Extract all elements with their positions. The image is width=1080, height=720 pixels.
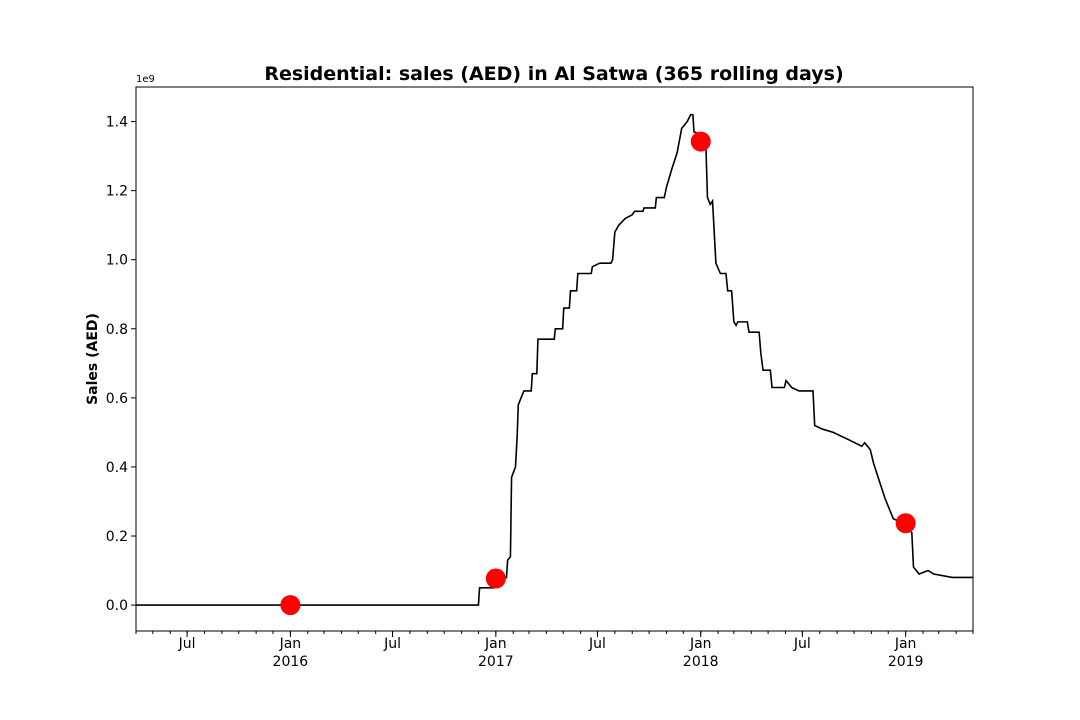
x-tick-label: Jul xyxy=(588,636,606,652)
x-tick-year-label: 2019 xyxy=(888,654,924,670)
y-axis-label: Sales (AED) xyxy=(85,313,101,405)
x-tick-label: Jan xyxy=(279,636,302,652)
plot-axes: 0.0 0.2 0.4 0.6 0.8 1.0 1.2 1.4 Jul Jan 2016 Jul Jan… xyxy=(106,115,974,670)
y-tick-label: 0.8 xyxy=(106,322,128,338)
highlight-point xyxy=(690,131,711,152)
y-tick-label: 0.4 xyxy=(106,460,128,476)
highlight-point xyxy=(280,595,301,616)
x-tick-label: Jan xyxy=(484,636,507,652)
x-tick-year-label: 2017 xyxy=(478,654,514,670)
y-axis-scale-label: 1e9 xyxy=(136,74,155,85)
x-tick-label: Jul xyxy=(383,636,401,652)
series-layer xyxy=(136,113,973,606)
chart-title: Residential: sales (AED) in Al Satwa (36… xyxy=(264,63,843,85)
x-tick-label: Jan xyxy=(894,636,917,652)
y-tick-label: 1.0 xyxy=(106,253,128,269)
highlight-point xyxy=(485,568,506,589)
x-tick-label: Jul xyxy=(178,636,196,652)
y-tick-label: 0.0 xyxy=(106,598,128,614)
x-tick-year-label: 2016 xyxy=(273,654,309,670)
x-tick-label: Jul xyxy=(793,636,811,652)
x-tick-year-label: 2018 xyxy=(683,654,719,670)
plot-frame xyxy=(135,86,974,632)
y-tick-label: 1.4 xyxy=(106,115,128,131)
y-tick-label: 0.2 xyxy=(106,529,128,545)
y-tick-label: 0.6 xyxy=(106,391,128,407)
marker-layer xyxy=(280,131,916,616)
y-tick-label: 1.2 xyxy=(106,184,128,200)
x-tick-label: Jan xyxy=(689,636,712,652)
highlight-point xyxy=(895,513,916,534)
series-line xyxy=(136,113,973,606)
